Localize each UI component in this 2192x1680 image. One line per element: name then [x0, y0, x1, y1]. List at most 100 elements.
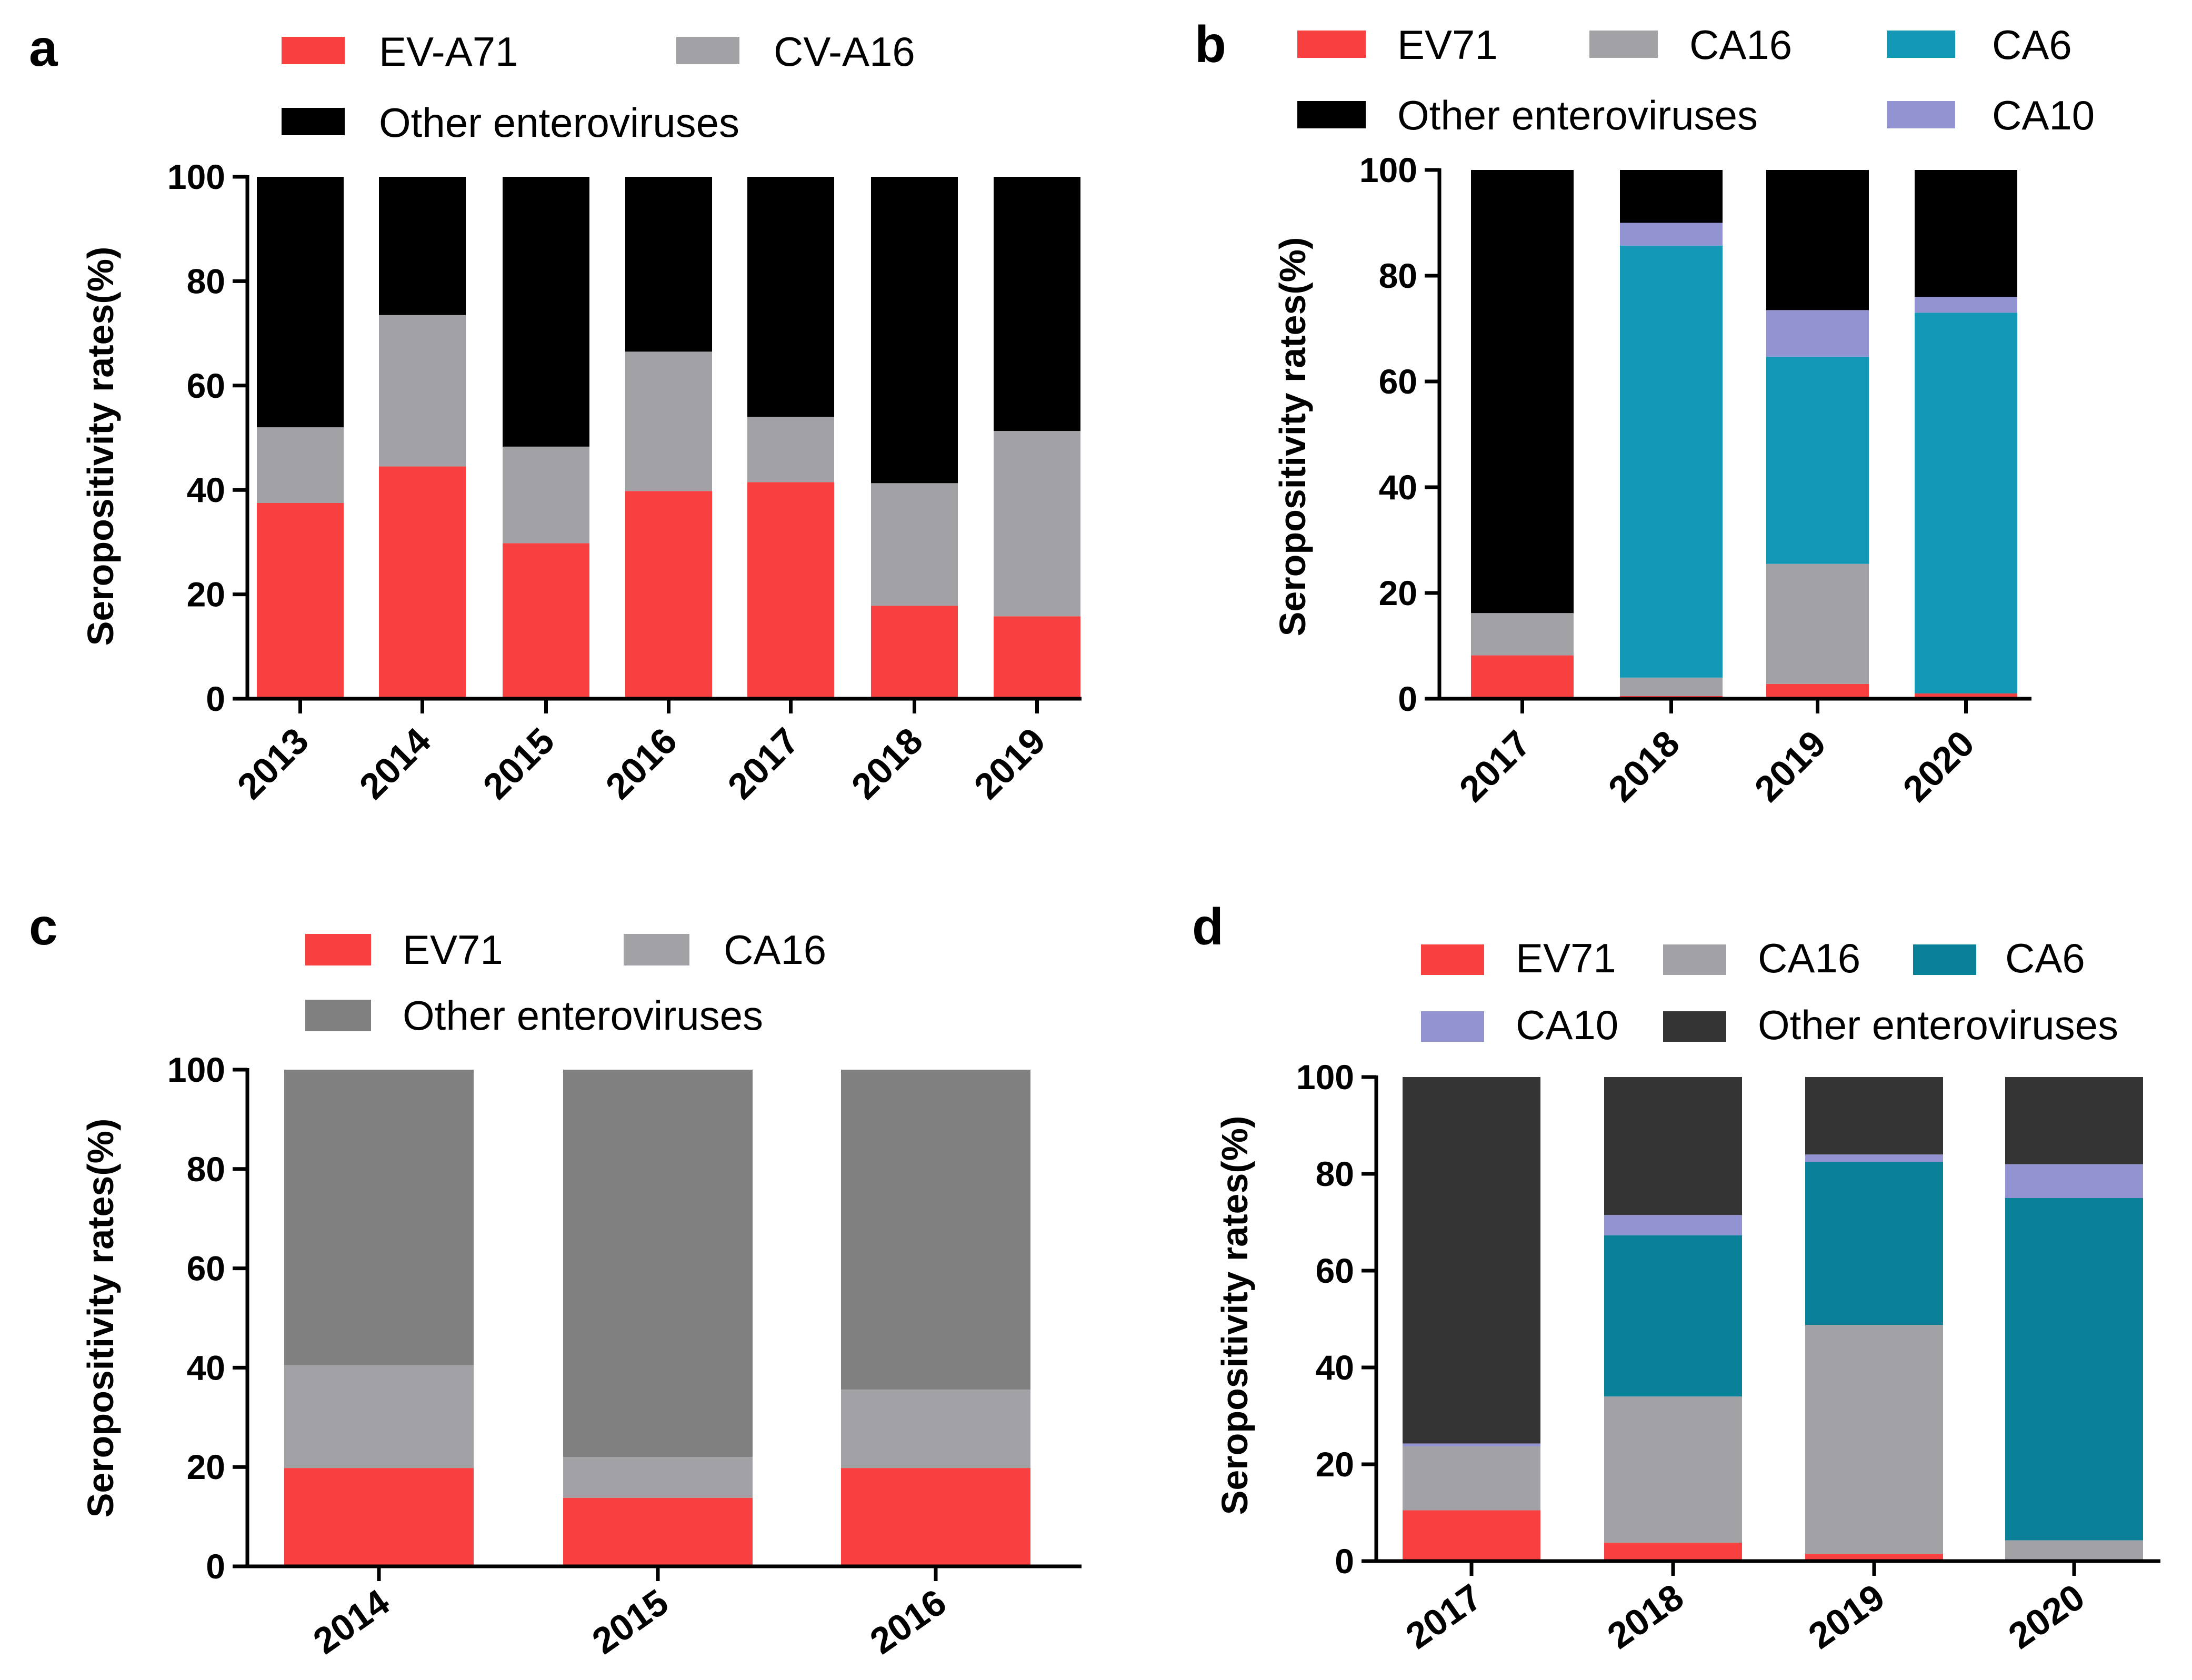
bar-segment-other-enteroviruses-2014: [284, 1070, 474, 1365]
legend-label-other-enteroviruses: Other enteroviruses: [379, 99, 739, 146]
legend-label-cv-a16: CV-A16: [774, 28, 915, 75]
bar-segment-ca16-2017: [1403, 1446, 1540, 1511]
x-tick-label-2019: 2019: [966, 720, 1053, 807]
x-tick-label-2020: 2020: [1895, 722, 1982, 809]
bar-segment-other-enteroviruses-2013: [257, 177, 344, 428]
bar-segment-ca6-2020: [2005, 1198, 2143, 1541]
bar-segment-ev-a71-2017: [747, 482, 834, 699]
y-tick-label: 0: [206, 679, 225, 718]
legend-label-ca6: CA6: [2005, 935, 2085, 981]
bar-segment-ev-a71-2019: [994, 616, 1080, 699]
bar-segment-other-enteroviruses-2016: [625, 177, 712, 352]
x-tick-label-2016: 2016: [598, 720, 685, 807]
y-tick-label: 100: [1359, 150, 1417, 189]
bar-segment-other-enteroviruses-2015: [503, 177, 589, 447]
y-axis-title: Seropositivity rates(%): [1214, 1116, 1255, 1515]
bar-segment-ca16-2020: [2005, 1540, 2143, 1561]
y-tick-label: 0: [206, 1547, 225, 1586]
bar-segment-cv-a16-2017: [747, 417, 834, 482]
legend-swatch-ca6: [1887, 31, 1955, 58]
bar-segment-ev71-2019: [1766, 683, 1869, 699]
bars-layer: [1403, 1077, 2143, 1561]
x-tick-label-2015: 2015: [475, 720, 562, 807]
legend-label-other-enteroviruses: Other enteroviruses: [403, 992, 763, 1039]
y-tick-label: 60: [1379, 362, 1417, 401]
bar-segment-cv-a16-2014: [379, 315, 466, 467]
panel-a-legend: EV-A71 CV-A16 Other enteroviruses: [282, 28, 915, 146]
panel-b-label: b: [1195, 15, 1226, 73]
bar-segment-ca6-2020: [1915, 313, 2017, 693]
y-tick-label: 80: [187, 261, 225, 300]
bar-segment-ca6-2018: [1604, 1235, 1742, 1397]
y-tick-label: 40: [187, 1348, 225, 1387]
legend-swatch-cv-a16: [676, 37, 739, 64]
bar-segment-ev-a71-2013: [257, 503, 344, 699]
x-tick-labels: 2017 2018 2019 2020: [1452, 722, 1982, 809]
bar-segment-other-enteroviruses-2017: [1471, 170, 1574, 613]
panel-a: a EV-A71 CV-A16 Other enteroviruses Sero…: [29, 19, 1082, 807]
bar-segment-ca10-2018: [1620, 223, 1723, 246]
bar-segment-other-enteroviruses-2019: [994, 177, 1080, 431]
x-tick-label-2018: 2018: [844, 720, 930, 807]
y-tick-labels: 0 20 40 60 80 100: [167, 1050, 225, 1586]
panel-d-legend: EV71 CA16 CA6 CA10 Other enteroviruses: [1421, 935, 2118, 1048]
y-tick-label: 60: [1316, 1251, 1354, 1290]
bar-segment-ca16-2018: [1604, 1396, 1742, 1543]
axes: [1362, 1075, 2160, 1576]
bar-segment-ev71-2018: [1604, 1543, 1742, 1561]
y-tick-label: 80: [1379, 256, 1417, 295]
x-tick-label-2017: 2017: [1398, 1576, 1489, 1656]
panel-b: b EV71 CA16 CA6 Other enteroviruses CA10…: [1195, 15, 2095, 810]
panel-d: d EV71 CA16 CA6 CA10 Other enteroviruses…: [1192, 898, 2160, 1657]
bar-segment-ca10-2020: [2005, 1164, 2143, 1198]
legend-label-ca10: CA10: [1992, 92, 2095, 138]
bar-segment-ca6-2019: [1805, 1162, 1943, 1325]
y-tick-labels: 0 20 40 60 80 100: [167, 157, 225, 718]
bar-segment-ca6-2018: [1620, 245, 1723, 678]
y-tick-label: 100: [167, 157, 225, 196]
bars-layer: [257, 177, 1080, 699]
y-tick-label: 60: [187, 1249, 225, 1288]
legend-swatch-ca10: [1887, 101, 1955, 128]
bar-segment-ca16-2016: [841, 1389, 1030, 1468]
bar-segment-ca10-2020: [1915, 297, 2017, 313]
x-tick-label-2020: 2020: [2001, 1576, 2091, 1656]
bar-segment-ev71-2017: [1471, 655, 1574, 699]
bar-segment-ev71-2014: [284, 1468, 474, 1566]
bar-segment-other-enteroviruses-2017: [747, 177, 834, 417]
legend-swatch-ca16: [1589, 31, 1658, 58]
bar-segment-ev71-2020: [1915, 693, 2017, 699]
y-tick-label: 0: [1335, 1542, 1354, 1581]
y-tick-label: 20: [1316, 1445, 1354, 1484]
bar-segment-ev-a71-2018: [871, 606, 958, 699]
x-tick-label-2016: 2016: [863, 1581, 953, 1662]
legend-swatch-ev71: [305, 934, 371, 965]
legend-label-ca16: CA16: [1758, 935, 1860, 981]
panel-c-legend: EV71 CA16 Other enteroviruses: [305, 927, 826, 1039]
bar-segment-ca16-2019: [1805, 1325, 1943, 1554]
legend-label-ev71: EV71: [403, 927, 503, 973]
bars-layer: [284, 1070, 1030, 1566]
y-axis-title: Seropositivity rates(%): [80, 1119, 121, 1518]
axes: [233, 175, 1082, 713]
y-tick-label: 80: [187, 1150, 225, 1189]
bar-segment-other-enteroviruses-2019: [1805, 1077, 1943, 1155]
legend-label-ev71: EV71: [1397, 22, 1498, 68]
bar-segment-cv-a16-2015: [503, 446, 589, 544]
bar-segment-other-enteroviruses-2018: [1620, 170, 1723, 223]
bar-segment-ca10-2019: [1766, 310, 1869, 357]
legend-swatch-other-enteroviruses: [1297, 101, 1366, 128]
legend-swatch-ca6: [1913, 944, 1976, 975]
bar-segment-ca16-2017: [1471, 613, 1574, 656]
y-axis-title: Seropositivity rates(%): [80, 247, 121, 646]
bars-layer: [1471, 170, 2017, 699]
bar-segment-other-enteroviruses-2019: [1766, 170, 1869, 310]
panel-c: c EV71 CA16 Other enteroviruses Seroposi…: [29, 898, 1082, 1662]
x-tick-label-2014: 2014: [352, 720, 438, 807]
bar-segment-cv-a16-2016: [625, 351, 712, 491]
legend-label-ca6: CA6: [1992, 22, 2072, 68]
y-tick-label: 100: [167, 1050, 225, 1089]
bar-segment-other-enteroviruses-2015: [563, 1070, 753, 1457]
legend-swatch-ev71: [1421, 944, 1484, 975]
bar-segment-ev71-2017: [1403, 1510, 1540, 1561]
